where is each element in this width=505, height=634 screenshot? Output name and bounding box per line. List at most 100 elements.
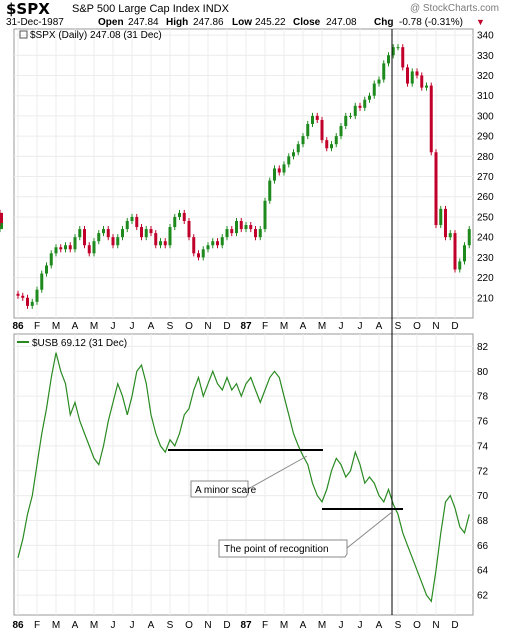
candle-body	[467, 229, 471, 246]
x-tick-label-usb: J	[358, 620, 363, 631]
x-tick-label-usb: M	[52, 620, 60, 631]
candle-body	[21, 295, 25, 298]
y-tick-label-price: 280	[477, 152, 494, 163]
y-tick-label-price: 220	[477, 273, 494, 284]
candle-body	[154, 233, 158, 246]
candle-body	[68, 245, 72, 250]
x-tick-label-price: S	[167, 321, 174, 332]
candle-body	[254, 229, 257, 238]
candle-body	[434, 152, 438, 226]
candle-body	[311, 115, 314, 124]
low-label: Low	[232, 17, 252, 28]
candle-body	[35, 289, 39, 302]
candle-body	[30, 301, 34, 306]
candle-body	[201, 249, 205, 258]
x-tick-label-usb: O	[185, 620, 193, 631]
y-tick-label-price: 260	[477, 192, 494, 203]
x-tick-label-price: N	[432, 321, 439, 332]
x-tick-label-price: 87	[240, 321, 252, 332]
candle-body	[45, 265, 48, 274]
candle-body	[330, 144, 333, 149]
x-tick-label-usb: S	[395, 620, 402, 631]
candle-body	[64, 245, 67, 250]
candle-body	[144, 229, 148, 238]
y-tick-label-price: 330	[477, 51, 494, 62]
candle-body	[391, 47, 395, 56]
candle-body	[273, 168, 276, 181]
x-tick-label-price: A	[376, 321, 383, 332]
candle-body	[315, 115, 319, 120]
y-tick-label-usb: 72	[477, 466, 489, 477]
candle-body	[106, 229, 110, 238]
y-tick-label-price: 300	[477, 111, 494, 122]
candle-body	[211, 241, 215, 246]
x-tick-label-usb: N	[432, 620, 439, 631]
usb-series-line	[17, 352, 470, 603]
candle-body	[168, 227, 172, 246]
candle-body	[87, 245, 91, 254]
quote-date: 31-Dec-1987	[6, 17, 64, 28]
y-tick-label-usb: 62	[477, 591, 489, 602]
y-tick-label-usb: 82	[477, 342, 489, 353]
candle-body	[406, 67, 409, 84]
candle-body	[453, 233, 457, 270]
annotation-minor-scare: A minor scare	[190, 455, 308, 498]
candle-body	[225, 229, 229, 238]
candle-body	[296, 144, 300, 153]
annotation-recognition: The point of recognition	[218, 511, 393, 558]
y-tick-label-price: 310	[477, 91, 494, 102]
candle-body	[173, 216, 177, 228]
x-tick-label-price: J	[111, 321, 116, 332]
high-label: High	[166, 17, 189, 28]
x-tick-label-price: M	[52, 321, 60, 332]
index-name: S&P 500 Large Cap Index INDX	[72, 3, 229, 15]
x-tick-label-price: O	[413, 321, 421, 332]
x-tick-label-price: J	[339, 321, 344, 332]
x-tick-label-price: O	[185, 321, 193, 332]
candle-body	[97, 233, 101, 242]
candle-body	[363, 99, 367, 108]
x-tick-label-usb: M	[318, 620, 326, 631]
x-tick-label-usb: M	[280, 620, 288, 631]
x-tick-label-usb: A	[300, 620, 307, 631]
y-tick-label-usb: 74	[477, 441, 489, 452]
annotation-recognition-text: The point of recognition	[224, 544, 329, 555]
candle-body	[358, 105, 362, 108]
candle-body	[306, 123, 310, 137]
x-tick-label-usb: J	[339, 620, 344, 631]
candle-body	[54, 247, 58, 254]
candle-body	[125, 220, 129, 230]
candle-body	[216, 241, 219, 246]
y-tick-label-price: 250	[477, 212, 494, 223]
y-tick-label-price: 270	[477, 172, 494, 183]
candle-body	[49, 253, 53, 266]
candle-body	[83, 229, 86, 246]
candle-body	[239, 220, 243, 230]
high-value: 247.86	[193, 17, 224, 28]
candle-body	[92, 241, 96, 254]
x-tick-label-price: A	[72, 321, 79, 332]
down-arrow-icon: ▼	[476, 17, 485, 27]
candle-body	[292, 152, 295, 157]
candle-body	[377, 79, 381, 84]
chg-value: -0.78 (-0.31%)	[399, 17, 463, 28]
candle-body	[301, 136, 305, 145]
y-tick-label-price: 290	[477, 132, 494, 143]
x-tick-label-usb: O	[413, 620, 421, 631]
x-tick-label-usb: J	[111, 620, 116, 631]
candle-body	[387, 55, 390, 64]
y-tick-label-price: 210	[477, 293, 494, 304]
candle-body	[277, 168, 281, 173]
candle-body	[187, 220, 191, 238]
y-tick-label-price: 320	[477, 71, 494, 82]
candle-body	[206, 245, 210, 250]
x-tick-label-usb: D	[223, 620, 230, 631]
candle-body	[235, 220, 238, 234]
candle-body	[111, 237, 115, 246]
low-value: 245.22	[255, 17, 286, 28]
x-tick-label-price: 86	[12, 321, 24, 332]
candle-body	[268, 180, 272, 201]
x-tick-label-price: M	[90, 321, 98, 332]
candle-body	[73, 237, 77, 250]
